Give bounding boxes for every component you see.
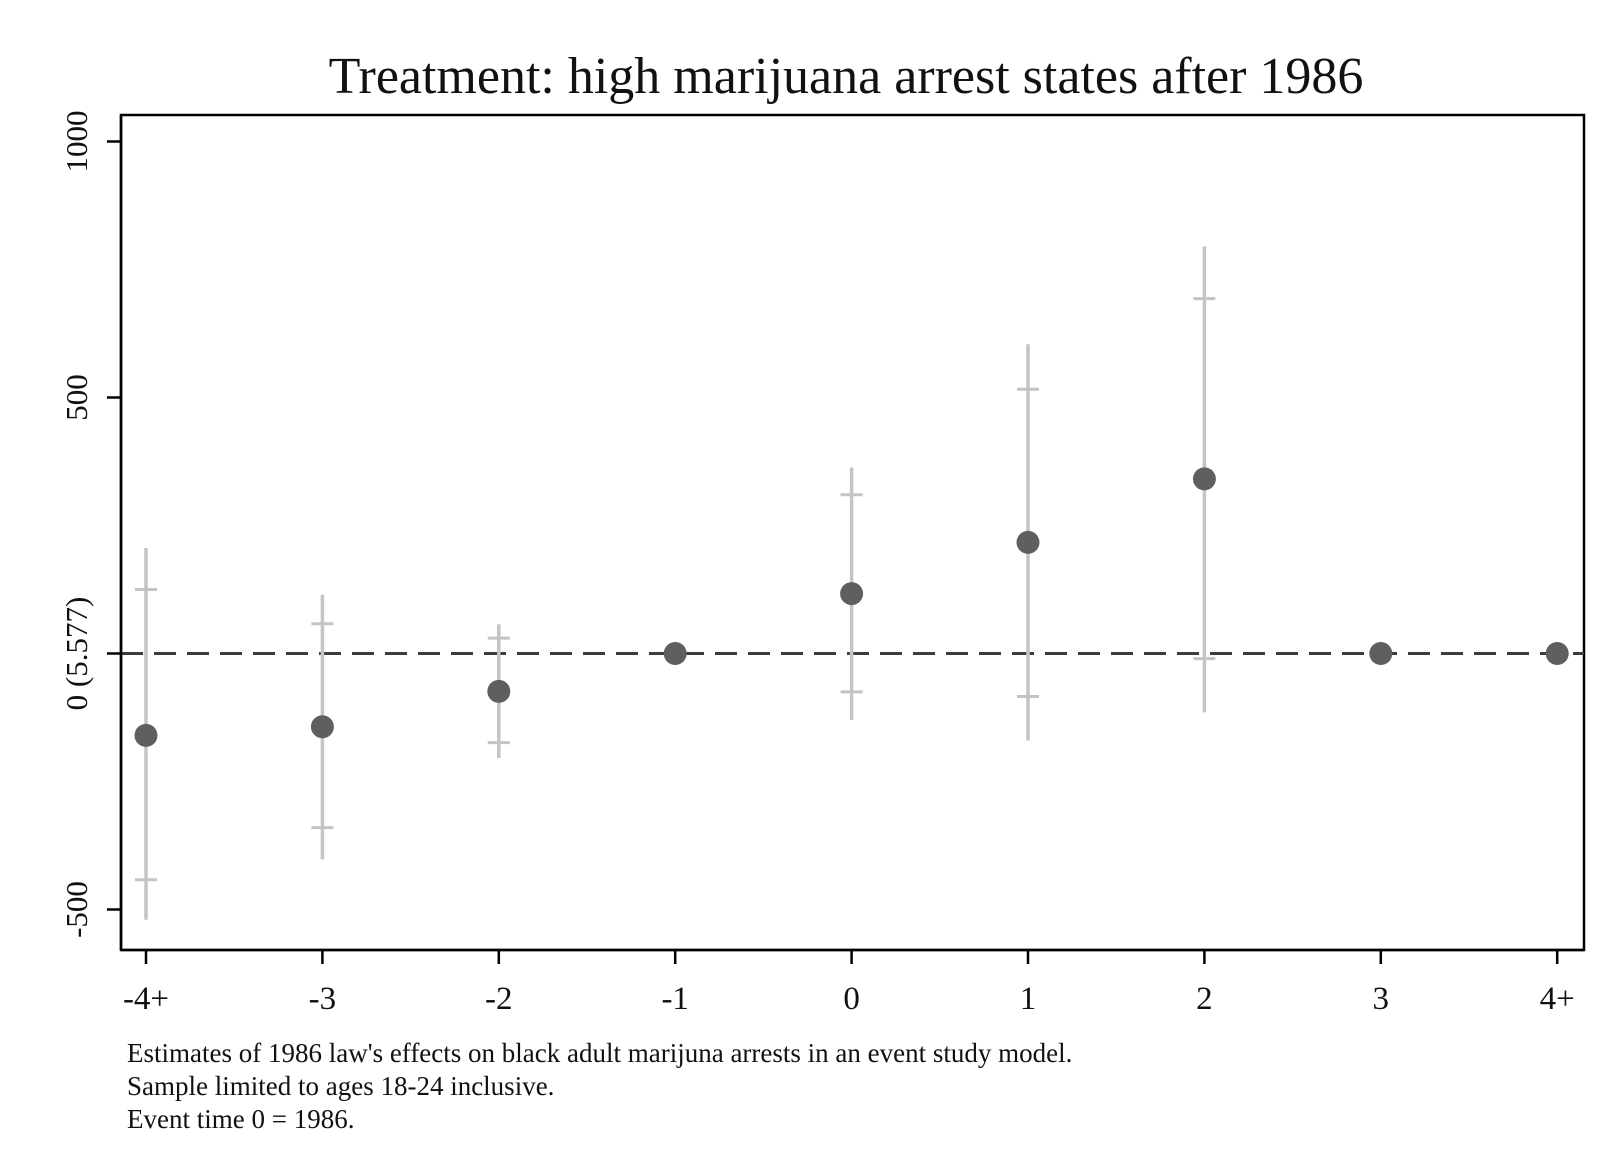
- x-tick-label: -2: [485, 981, 513, 1017]
- point-estimate: [1192, 467, 1216, 491]
- x-tick-label: 1: [1020, 981, 1037, 1017]
- point-estimate: [663, 642, 687, 665]
- y-tick-label: 500: [59, 374, 94, 421]
- note-line-2: Sample limited to ages 18-24 inclusive.: [127, 1071, 554, 1101]
- point-estimate: [1369, 642, 1393, 665]
- x-tick-label: -1: [661, 981, 689, 1017]
- note-line-3: Event time 0 = 1986.: [127, 1104, 354, 1134]
- point-estimate: [310, 715, 334, 739]
- x-axis: -4+ -3 -2 -1 0 1 2 3 4+: [121, 948, 1584, 1017]
- x-tick-label: 2: [1196, 981, 1213, 1017]
- x-tick-label: 3: [1373, 981, 1390, 1017]
- point-estimate: [134, 723, 158, 747]
- y-axis: -500 0 (5.577) 500 1000: [59, 111, 123, 950]
- plot-area: [119, 113, 1586, 952]
- y-tick-label: -500: [59, 881, 94, 938]
- y-tick-label: 0 (5.577): [59, 597, 94, 711]
- y-tick-label: 1000: [59, 111, 94, 173]
- x-tick-label: -4+: [123, 981, 169, 1017]
- figure-notes: Estimates of 1986 law's effects on black…: [127, 1038, 1072, 1134]
- x-tick-label: 0: [843, 981, 860, 1017]
- point-estimate: [840, 582, 864, 606]
- point-estimate: [487, 679, 511, 703]
- confidence-interval-layer: [135, 246, 1216, 920]
- point-estimate-layer: [134, 467, 1569, 747]
- point-estimate: [1016, 530, 1040, 554]
- point-estimate: [1545, 642, 1569, 665]
- chart-title: Treatment: high marijuana arrest states …: [329, 48, 1364, 105]
- x-tick-label: 4+: [1540, 981, 1575, 1017]
- x-tick-label: -3: [309, 981, 337, 1017]
- note-line-1: Estimates of 1986 law's effects on black…: [127, 1038, 1072, 1068]
